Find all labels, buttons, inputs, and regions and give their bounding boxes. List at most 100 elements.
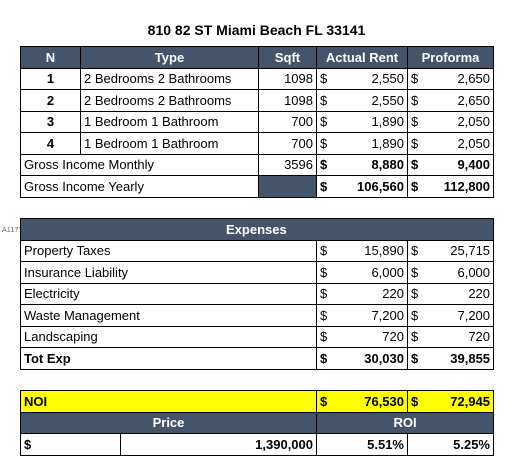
roi-header: ROI <box>316 411 494 434</box>
currency-symbol: $ <box>320 393 328 409</box>
currency-symbol: $ <box>320 350 328 366</box>
rent-header-row: N Type Sqft Actual Rent Proforma <box>20 46 494 69</box>
amount: 220 <box>468 286 491 302</box>
table-row: 4 1 Bedroom 1 Bathroom 700 $1,890 $2,050 <box>20 132 494 155</box>
amount: 6,000 <box>457 264 491 280</box>
amount: 720 <box>468 329 491 345</box>
noi-row: NOI $76,530 $72,945 <box>20 390 494 413</box>
unit-number: 4 <box>20 132 81 155</box>
unit-sqft: 1098 <box>258 89 317 112</box>
table-row: 1 2 Bedrooms 2 Bathrooms 1098 $2,550 $2,… <box>20 67 494 90</box>
amount: 2,650 <box>457 71 490 87</box>
amount: 15,890 <box>364 243 404 259</box>
gross-monthly-proforma: $9,400 <box>407 153 494 176</box>
table-row: 2 2 Bedrooms 2 Bathrooms 1098 $2,550 $2,… <box>20 89 494 112</box>
header-n: N <box>20 46 81 69</box>
header-actual-rent: Actual Rent <box>316 46 408 69</box>
gross-yearly-actual: $106,560 <box>316 175 408 198</box>
unit-proforma: $2,050 <box>407 132 494 155</box>
amount: 39,855 <box>450 350 491 366</box>
currency-symbol: $ <box>411 114 419 130</box>
page-title: 810 82 ST Miami Beach FL 33141 <box>147 22 366 38</box>
expense-label: Waste Management <box>20 304 317 327</box>
table-row: Electricity $220 $220 <box>20 282 495 305</box>
currency-symbol: $ <box>320 114 328 130</box>
expense-proforma: $7,200 <box>406 304 495 327</box>
expense-label: Landscaping <box>20 325 317 348</box>
price-value: 1,390,000 <box>120 433 317 456</box>
unit-actual-rent: $2,550 <box>316 89 408 112</box>
expense-label: Insurance Liability <box>20 261 317 284</box>
roi-proforma: 5.25% <box>407 433 494 456</box>
gross-yearly-proforma: $112,800 <box>407 175 494 198</box>
expense-proforma: $25,715 <box>406 239 495 262</box>
unit-proforma: $2,050 <box>407 110 494 133</box>
amount: 2,050 <box>457 114 490 130</box>
gross-yearly-label: Gross Income Yearly <box>20 175 259 198</box>
currency-symbol: $ <box>411 329 419 345</box>
unit-type: 1 Bedroom 1 Bathroom <box>80 132 259 155</box>
expense-label: Electricity <box>20 282 317 305</box>
currency-symbol: $ <box>411 393 419 409</box>
total-expenses-actual: $30,030 <box>316 347 408 370</box>
amount: 8,880 <box>371 157 404 173</box>
currency-symbol: $ <box>411 157 419 173</box>
currency-symbol: $ <box>320 157 328 173</box>
currency-symbol: $ <box>320 178 328 194</box>
gross-monthly-row: Gross Income Monthly 3596 $8,880 $9,400 <box>20 153 494 176</box>
unit-proforma: $2,650 <box>407 67 494 90</box>
unit-number: 1 <box>20 67 81 90</box>
header-proforma: Proforma <box>407 46 494 69</box>
price-roi-row: $ 1,390,000 5.51% 5.25% <box>20 433 494 456</box>
amount: 7,200 <box>371 307 404 323</box>
gross-monthly-actual: $8,880 <box>316 153 408 176</box>
unit-sqft: 700 <box>258 110 317 133</box>
empty-dark-cell <box>258 175 317 198</box>
unit-number: 2 <box>20 89 81 112</box>
amount: 72,945 <box>450 393 490 409</box>
currency-symbol: $ <box>411 264 419 280</box>
currency-symbol: $ <box>320 264 328 280</box>
amount: 2,650 <box>457 92 490 108</box>
currency-symbol: $ <box>320 286 328 302</box>
total-expenses-row: Tot Exp $30,030 $39,855 <box>20 347 495 370</box>
currency-symbol: $ <box>411 92 419 108</box>
table-row: Waste Management $7,200 $7,200 <box>20 304 495 327</box>
amount: 106,560 <box>357 178 404 194</box>
unit-actual-rent: $1,890 <box>316 132 408 155</box>
amount: 76,530 <box>364 393 404 409</box>
noi-table: NOI $76,530 $72,945 Price ROI $ 1,390,00… <box>20 390 494 456</box>
noi-label: NOI <box>20 390 317 413</box>
amount: 220 <box>382 286 404 302</box>
unit-actual-rent: $1,890 <box>316 110 408 133</box>
table-row: 3 1 Bedroom 1 Bathroom 700 $1,890 $2,050 <box>20 110 494 133</box>
amount: 1,890 <box>371 135 404 151</box>
amount: 2,550 <box>371 71 404 87</box>
currency-symbol: $ <box>320 135 328 151</box>
currency-symbol: $ <box>411 243 419 259</box>
total-sqft: 3596 <box>258 153 317 176</box>
expenses-header: Expenses <box>19 218 495 241</box>
header-type: Type <box>80 46 259 69</box>
table-row: Landscaping $720 $720 <box>20 325 495 348</box>
currency-symbol: $ <box>411 307 419 323</box>
amount: 9,400 <box>457 157 490 173</box>
amount: 720 <box>382 329 404 345</box>
currency-symbol: $ <box>320 243 328 259</box>
currency-symbol: $ <box>411 350 419 366</box>
expenses-table: Expenses Property Taxes $15,890 $25,715 … <box>19 218 495 370</box>
table-row: Insurance Liability $6,000 $6,000 <box>20 261 495 284</box>
unit-number: 3 <box>20 110 81 133</box>
gross-yearly-row: Gross Income Yearly $106,560 $112,800 <box>20 175 494 198</box>
currency-symbol: $ <box>320 307 328 323</box>
currency-symbol: $ <box>411 71 419 87</box>
amount: 7,200 <box>457 307 491 323</box>
total-expenses-proforma: $39,855 <box>406 347 495 370</box>
roi-actual: 5.51% <box>316 433 408 456</box>
amount: 2,550 <box>371 92 404 108</box>
unit-sqft: 700 <box>258 132 317 155</box>
expense-actual: $220 <box>316 282 408 305</box>
currency-symbol: $ <box>320 329 328 345</box>
expenses-header-row: Expenses <box>19 218 495 241</box>
unit-type: 2 Bedrooms 2 Bathrooms <box>80 67 259 90</box>
